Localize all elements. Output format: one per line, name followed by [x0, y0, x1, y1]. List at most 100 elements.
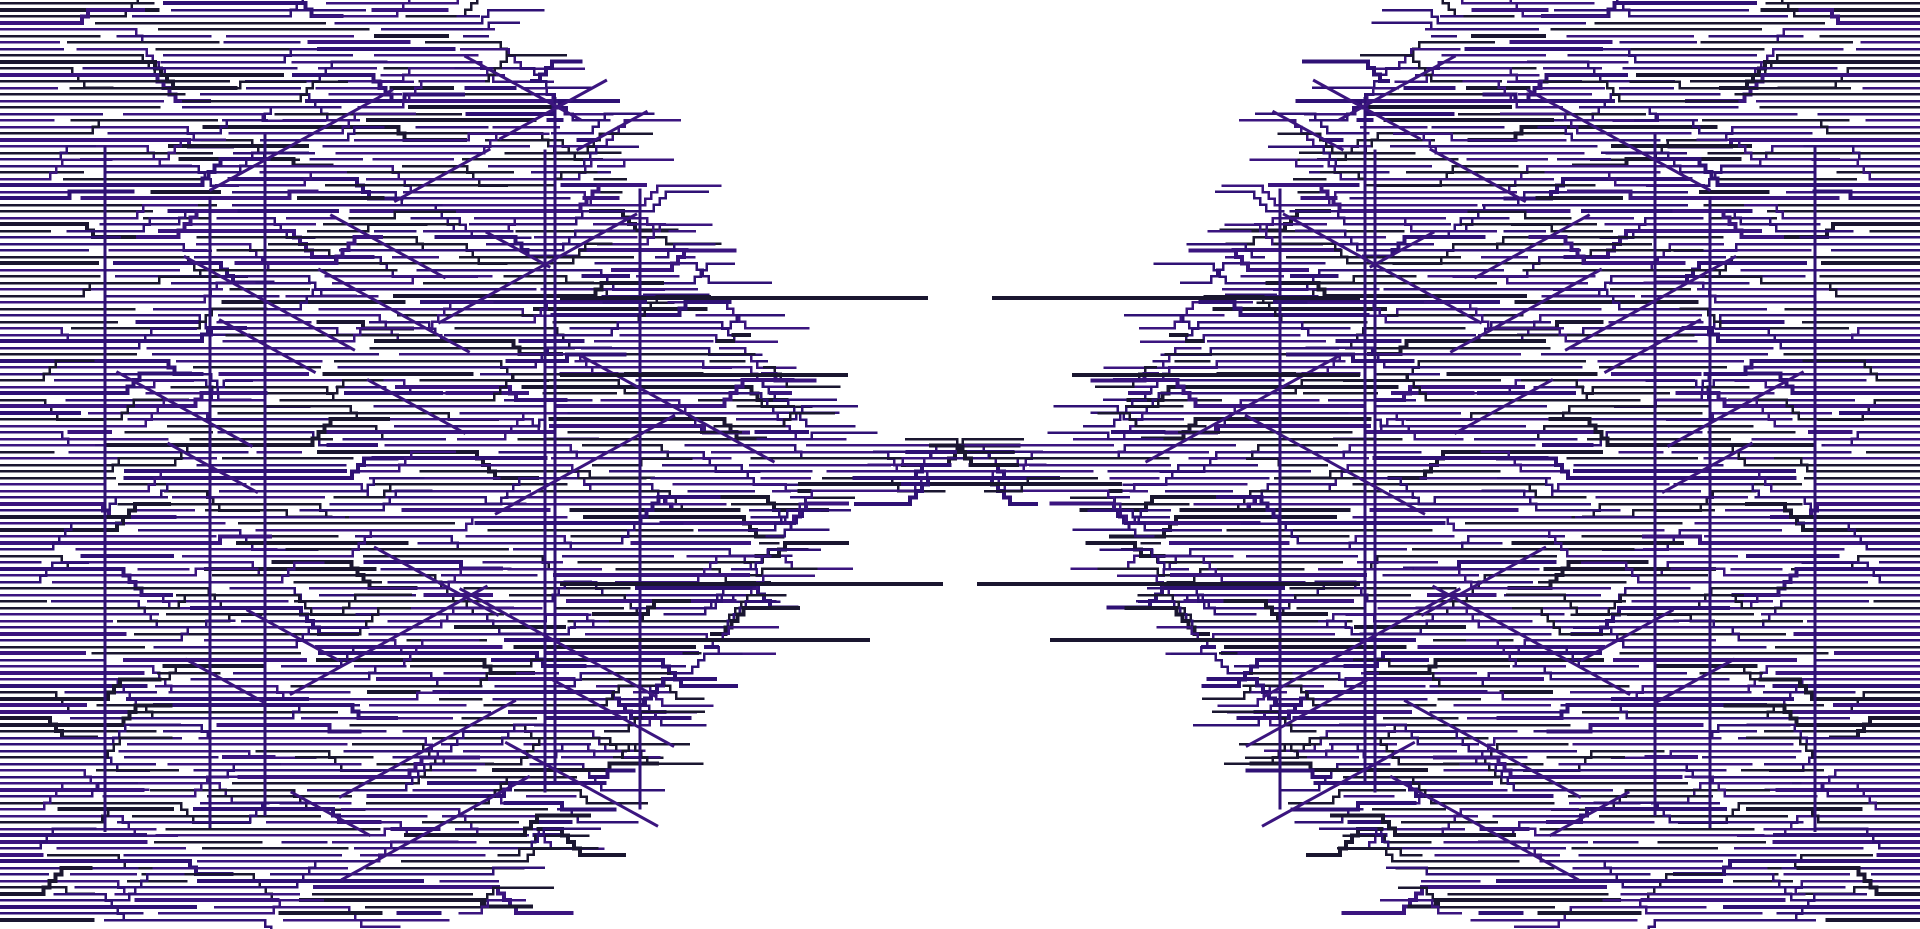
right-circuit-trace [1715, 327, 1920, 350]
right-diagonal-trace [1654, 657, 1736, 704]
left-diagonal-trace [166, 441, 259, 495]
right-circuit-trace [1314, 580, 1438, 603]
right-circuit-trace [1370, 47, 1461, 70]
right-circuit-trace [1097, 567, 1171, 577]
right-circuit-trace [1514, 905, 1707, 928]
left-circuit-trace [387, 613, 592, 623]
left-circuit-trace [306, 762, 485, 792]
left-circuit-trace [0, 567, 259, 577]
left-circuit-trace [107, 118, 269, 135]
right-circuit-trace [1408, 132, 1567, 142]
left-circuit-trace [697, 509, 821, 532]
left-circuit-trace [353, 132, 518, 142]
right-circuit-trace [1679, 307, 1849, 330]
right-circuit-trace [1722, 872, 1920, 902]
left-circuit-trace [356, 300, 494, 330]
right-circuit-trace [1277, 132, 1416, 155]
right-circuit-trace [1654, 157, 1920, 187]
right-circuit-trace [1122, 463, 1259, 486]
right-circuit-trace [1552, 288, 1768, 311]
right-circuit-trace [1292, 671, 1426, 688]
right-circuit-trace [1188, 248, 1309, 272]
right-circuit-trace [1599, 216, 1704, 239]
left-circuit-trace [0, 470, 225, 493]
right-circuit-trace [1089, 508, 1155, 538]
right-circuit-trace [1180, 261, 1326, 284]
left-circuit-trace [65, 379, 254, 402]
right-circuit-trace [1318, 827, 1567, 850]
right-circuit-trace [1378, 671, 1630, 688]
right-circuit-trace [1359, 612, 1565, 635]
left-circuit-trace [0, 371, 192, 395]
right-circuit-trace [1527, 60, 1675, 83]
right-circuit-trace [1602, 898, 1763, 915]
left-circuit-trace [492, 761, 660, 772]
right-diagonal-trace [1403, 698, 1582, 799]
right-circuit-trace [1777, 66, 1920, 89]
left-circuit-trace [0, 736, 173, 759]
right-circuit-trace [1512, 664, 1730, 681]
left-circuit-trace [354, 450, 457, 473]
right-diagonal-trace [1420, 545, 1547, 617]
right-circuit-trace [1206, 677, 1294, 707]
left-circuit-trace [280, 645, 388, 668]
left-circuit-trace [0, 619, 236, 629]
right-circuit-trace [1267, 145, 1432, 168]
left-circuit-trace [255, 515, 502, 532]
right-circuit-trace [1363, 476, 1591, 506]
right-diagonal-trace [1579, 608, 1675, 663]
right-circuit-trace [1273, 242, 1569, 265]
left-circuit-trace [536, 489, 738, 512]
right-diagonal-trace [1603, 318, 1702, 375]
right-circuit-trace [1746, 736, 1920, 759]
left-circuit-trace [619, 333, 778, 343]
right-circuit-trace [1537, 125, 1661, 142]
left-diagonal-trace [551, 678, 675, 748]
left-circuit-trace [0, 814, 178, 837]
left-diagonal-trace [245, 608, 341, 663]
right-circuit-trace [1560, 703, 1851, 720]
left-circuit-trace [0, 716, 99, 740]
right-circuit-trace [1348, 411, 1464, 441]
right-circuit-trace [1769, 749, 1920, 772]
left-diagonal-trace [485, 230, 552, 269]
right-circuit-trace [1413, 730, 1577, 753]
right-circuit-trace [1803, 144, 1920, 161]
right-diagonal-trace [1271, 109, 1345, 152]
left-diagonal-trace [437, 212, 638, 325]
right-circuit-trace [1734, 379, 1920, 389]
right-circuit-trace [1616, 0, 1788, 18]
right-circuit-trace [1459, 762, 1614, 792]
right-circuit-trace [1466, 638, 1566, 668]
right-circuit-trace [1661, 586, 1920, 609]
right-circuit-trace [1705, 664, 1795, 681]
right-circuit-trace [1629, 80, 1851, 90]
right-circuit-trace [1342, 834, 1432, 844]
right-circuit-trace [1480, 450, 1566, 473]
left-circuit-trace [175, 593, 378, 616]
left-circuit-trace [153, 626, 370, 649]
left-circuit-trace [0, 379, 194, 389]
right-circuit-trace [1377, 372, 1641, 402]
right-diagonal-trace [1368, 230, 1435, 269]
right-circuit-trace [1157, 554, 1306, 584]
left-circuit-trace [74, 859, 375, 889]
left-circuit-trace [654, 242, 716, 259]
right-circuit-trace [1295, 229, 1581, 252]
left-circuit-trace [123, 456, 399, 480]
right-circuit-trace [1802, 359, 1920, 382]
left-circuit-trace [456, 411, 568, 441]
right-circuit-trace [1773, 456, 1920, 473]
right-circuit-trace [1670, 593, 1920, 610]
right-circuit-trace [1217, 684, 1325, 707]
right-diagonal-trace [1261, 740, 1416, 828]
left-circuit-trace [104, 151, 309, 174]
right-circuit-trace [1343, 847, 1423, 857]
right-circuit-trace [1266, 352, 1522, 375]
left-circuit-trace [485, 138, 636, 161]
right-circuit-trace [1737, 814, 1920, 837]
left-circuit-trace [713, 411, 836, 428]
left-circuit-trace [228, 112, 416, 135]
left-circuit-trace [335, 132, 550, 155]
left-circuit-trace [166, 593, 412, 616]
